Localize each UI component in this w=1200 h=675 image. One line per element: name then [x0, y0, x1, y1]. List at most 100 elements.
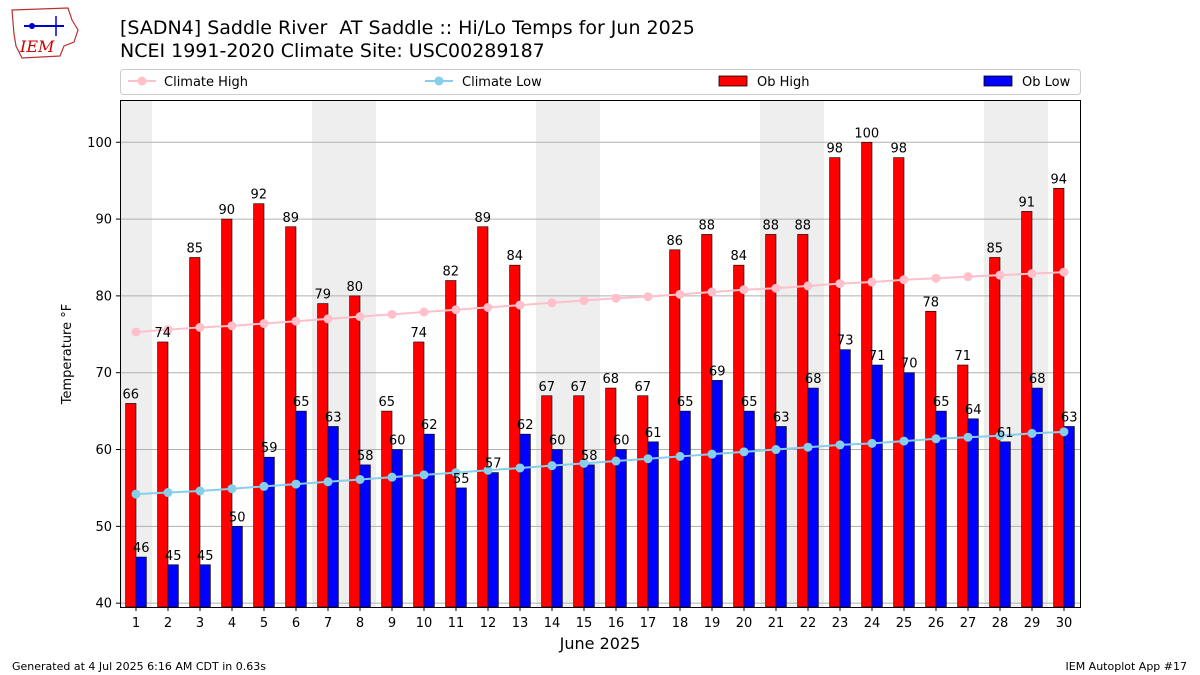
ob-high-bar-1: [125, 403, 137, 608]
ob-high-label-27: 71: [955, 349, 972, 364]
climate-high-point-5: [259, 319, 269, 329]
x-tick-label-24: 24: [864, 616, 881, 631]
ob-high-bar-4: [221, 218, 233, 608]
x-tick-label-15: 15: [576, 616, 593, 631]
x-tick-label-4: 4: [228, 616, 236, 631]
ob-low-label-5: 59: [261, 441, 278, 456]
ob-high-label-24: 100: [854, 126, 879, 141]
y-axis-label: Temperature °F: [60, 304, 75, 405]
ob-low-bar-4: [231, 526, 243, 608]
climate-low-point-6: [291, 479, 301, 489]
x-tick-label-13: 13: [512, 616, 529, 631]
ob-high-label-26: 78: [923, 295, 940, 310]
ob-high-bar-27: [957, 364, 969, 608]
ob-low-bar-5: [263, 456, 275, 608]
ob-low-label-8: 58: [357, 449, 374, 464]
climate-low-point-29: [1027, 428, 1037, 438]
ob-high-label-14: 67: [539, 380, 556, 395]
climate-low-point-19: [707, 449, 717, 459]
climate-high-point-7: [323, 314, 333, 324]
x-tick-label-21: 21: [768, 616, 785, 631]
y-tick-label-50: 50: [95, 520, 112, 535]
y-tick-label-90: 90: [95, 213, 112, 228]
x-tick-label-2: 2: [164, 616, 172, 631]
climate-high-point-1: [131, 327, 141, 337]
ob-low-bar-14: [551, 449, 563, 608]
ob-high-label-18: 86: [667, 234, 684, 249]
y-tick-label-70: 70: [95, 366, 112, 381]
legend-label-climate-low: Climate Low: [462, 75, 542, 90]
ob-low-label-18: 65: [677, 395, 694, 410]
ob-low-bar-20: [743, 410, 755, 608]
climate-low-point-27: [963, 432, 973, 442]
ob-low-bar-7: [327, 426, 339, 608]
x-tick-label-7: 7: [324, 616, 332, 631]
climate-low-point-4: [227, 484, 237, 494]
x-tick-label-11: 11: [448, 616, 465, 631]
ob-low-label-12: 57: [485, 457, 502, 472]
ob-high-label-28: 85: [987, 241, 1004, 256]
ob-low-bar-17: [647, 441, 659, 608]
ob-high-bar-7: [317, 303, 329, 608]
y-tick-label-80: 80: [95, 289, 112, 304]
x-tick-label-10: 10: [416, 616, 433, 631]
climate-lines: [131, 267, 1069, 499]
bar-labels: 66 74 85 90 92 89 79 80 65 74 82 89 84 67 67 68 67 86 88 84…: [123, 126, 1078, 564]
iem-logo: IEM: [11, 7, 79, 59]
ob-low-label-20: 65: [741, 395, 758, 410]
x-tick-label-6: 6: [292, 616, 300, 631]
ob-low-bar-3: [199, 564, 211, 608]
legend-marker-climate-high: [137, 76, 147, 86]
ob-low-bar-1: [135, 556, 147, 608]
ob-low-label-14: 60: [549, 434, 566, 449]
climate-low-point-17: [643, 454, 653, 464]
ob-high-label-30: 94: [1051, 172, 1068, 187]
x-tick-label-8: 8: [356, 616, 364, 631]
ob-low-label-24: 71: [869, 349, 886, 364]
x-tick-label-19: 19: [704, 616, 721, 631]
x-axis-label: June 2025: [559, 634, 641, 653]
legend-label-ob-high: Ob High: [757, 75, 810, 90]
climate-high-point-18: [675, 289, 685, 299]
ob-high-label-29: 91: [1019, 195, 1036, 210]
x-tick-label-25: 25: [896, 616, 913, 631]
ob-low-bar-6: [295, 410, 307, 608]
climate-high-point-3: [195, 322, 205, 332]
x-tick-label-14: 14: [544, 616, 561, 631]
ob-low-label-21: 63: [773, 410, 790, 425]
ob-high-label-7: 79: [315, 288, 332, 303]
climate-low-point-5: [259, 481, 269, 491]
ob-low-bar-28: [999, 441, 1011, 608]
ob-low-label-17: 61: [645, 426, 662, 441]
ob-low-bar-25: [903, 372, 915, 608]
climate-low-point-13: [515, 463, 525, 473]
y-tick-label-60: 60: [95, 443, 112, 458]
climate-low-point-30: [1059, 427, 1069, 437]
ob-high-bar-20: [733, 264, 745, 608]
ob-high-label-11: 82: [443, 265, 460, 280]
climate-low-point-7: [323, 477, 333, 487]
ob-low-label-9: 60: [389, 434, 406, 449]
climate-low-point-22: [803, 442, 813, 452]
chart-subtitle: NCEI 1991-2020 Climate Site: USC00289187: [120, 40, 545, 62]
ob-low-label-27: 64: [965, 403, 982, 418]
x-tick-label-1: 1: [132, 616, 140, 631]
climate-low-point-15: [579, 458, 589, 468]
climate-high-point-27: [963, 272, 973, 282]
ob-low-label-30: 63: [1061, 410, 1078, 425]
climate-high-point-29: [1027, 269, 1037, 279]
legend-label-ob-low: Ob Low: [1022, 75, 1071, 90]
ob-high-bar-18: [669, 249, 681, 608]
ob-low-label-10: 62: [421, 418, 438, 433]
x-tick-label-16: 16: [608, 616, 625, 631]
ob-high-label-25: 98: [891, 142, 908, 157]
climate-high-point-26: [931, 273, 941, 283]
climate-low-point-9: [387, 472, 397, 482]
ob-high-label-1: 66: [123, 387, 140, 402]
legend-swatch-ob-low: [983, 75, 1013, 87]
climate-high-point-20: [739, 285, 749, 295]
x-tick-label-29: 29: [1024, 616, 1041, 631]
climate-low-point-18: [675, 451, 685, 461]
